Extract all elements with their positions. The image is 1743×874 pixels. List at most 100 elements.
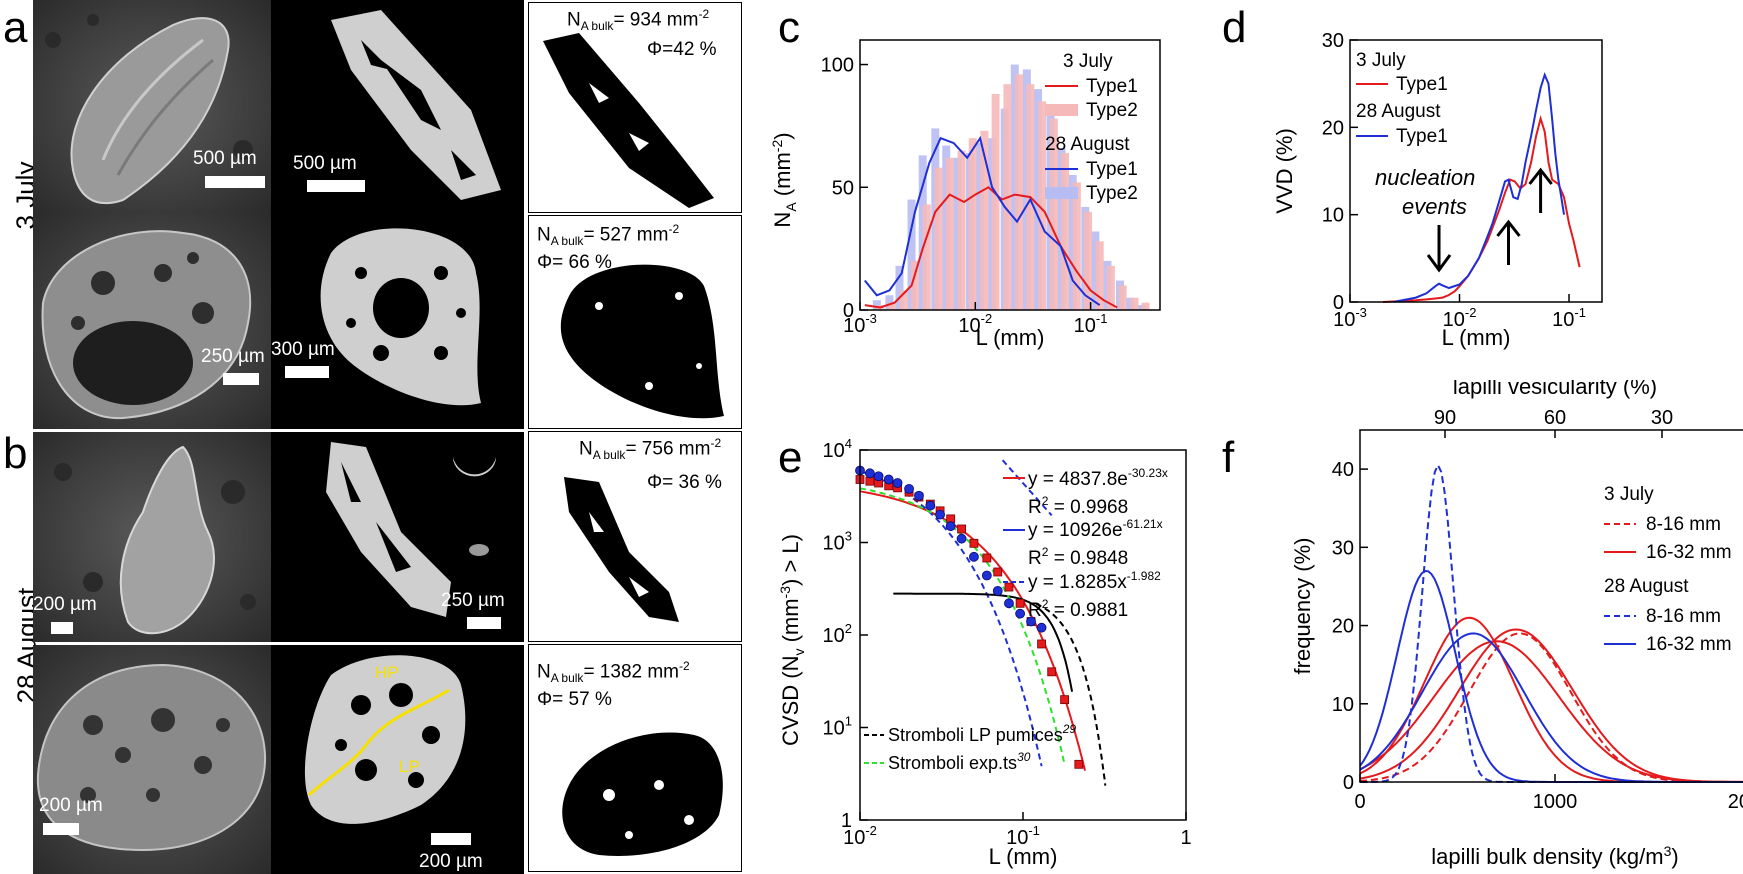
d-x-label: L (mm) (1442, 325, 1511, 350)
chart-d-vvd: 10-3 10-2 10-1 0 10 20 30 L (mm) VVD (%) 3 Jul… (1272, 30, 1603, 350)
e-fit-red-r2: R2 = 0.9968 (1028, 494, 1128, 518)
binary-particle-4 (562, 732, 723, 856)
bse-image-1: 500 µm (271, 0, 524, 213)
c-bar-0-22 (1126, 297, 1135, 310)
bse-image-4: HP LP 200 µm (271, 645, 524, 874)
c-bar-0-17 (1068, 175, 1077, 310)
f-legend-red-dash-label: 8-16 mm (1646, 514, 1721, 535)
e-point-0-18 (1047, 667, 1057, 677)
c-line-0 (864, 186, 1118, 309)
f-ytick-label-0: 0 (1343, 772, 1354, 794)
c-bar-1-6 (945, 157, 954, 310)
e-point-0-19 (1060, 695, 1070, 705)
d-legend-type1-b: Type1 (1396, 126, 1448, 147)
d-line-0 (1382, 114, 1581, 303)
f-legend-red-solid-label: 16-32 mm (1646, 542, 1732, 563)
sem-scale-text-3: 200 µm (33, 594, 97, 615)
e-point-1-6 (914, 490, 924, 501)
c-y-label: NA (mm-2) (769, 132, 799, 227)
f-top-tick-label-2: 30 (1651, 407, 1673, 429)
f-ytick-label-2: 20 (1332, 616, 1354, 638)
e-fit-blue-eq: y = 10926e-61.21x (1028, 517, 1163, 541)
porosity-value-1: Φ=42 % (647, 39, 717, 60)
panel-label-b: b (3, 429, 28, 478)
d-annotation-line2: events (1402, 194, 1467, 219)
e-point-1-14 (1004, 598, 1014, 609)
chart-f-density: 0 1000 2000 0 10 20 30 40 90 60 30 lapilli vesicul… (1290, 380, 1743, 869)
e-point-1-1 (864, 468, 875, 479)
c-bar-0-19 (1091, 231, 1100, 310)
e-point-0-15 (1015, 598, 1025, 608)
f-y-label: frequency (%) (1290, 538, 1315, 675)
sem-scale-text-4: 200 µm (39, 795, 103, 816)
d-arrow-head-0 (1426, 254, 1452, 273)
binary-image-3: NA bulk= 756 mm-2 Φ= 36 % (528, 431, 742, 642)
sem-particle-4 (36, 663, 267, 852)
e-fit-power-r2: R2 = 0.9881 (1028, 597, 1128, 621)
bse-particle-1 (331, 10, 501, 200)
e-point-0-12 (982, 553, 992, 563)
c-legend-28-august: 28 August (1045, 134, 1130, 155)
c-legend-type1-a: Type1 (1086, 76, 1138, 97)
c-bar-0-9 (976, 143, 985, 310)
e-point-0-13 (993, 567, 1003, 577)
sem-image-4: 200 µm (33, 645, 271, 874)
f-legend-3-july: 3 July (1604, 484, 1654, 505)
e-lp-dash-curve (1035, 602, 1107, 786)
c-bar-1-1 (888, 302, 897, 310)
bse-particle-2 (320, 228, 481, 406)
c-bar-1-19 (1095, 241, 1104, 310)
e-point-1-16 (1026, 616, 1036, 627)
f-xtick-label-1: 1000 (1533, 791, 1578, 813)
c-bar-1-12 (1015, 74, 1024, 310)
bse-label-lp: LP (399, 757, 420, 776)
e-fit-red-eq: y = 4837.8e-30.23x (1028, 466, 1168, 490)
c-xtick-label-0: 10-3 (843, 311, 877, 337)
c-legend-type2-a: Type2 (1086, 100, 1138, 121)
d-legend-type1-a: Type1 (1396, 74, 1448, 95)
binary-image-1: NA bulk= 934 mm-2 Φ=42 % (528, 2, 742, 213)
f-top-tick-label-1: 60 (1544, 407, 1566, 429)
porosity-value-2: Φ= 66 % (537, 252, 612, 273)
c-bar-1-14 (1038, 101, 1047, 310)
d-y-label: VVD (%) (1272, 128, 1297, 214)
e-ytick-label-2: 102 (823, 621, 852, 647)
e-point-0-17 (1037, 639, 1046, 649)
c-bar-0-4 (918, 155, 927, 310)
sem-scale-bar-2 (223, 373, 259, 385)
e-point-0-20 (1074, 759, 1084, 769)
c-legend-type2-b: Type2 (1086, 183, 1138, 204)
d-xtick-label-0: 10-3 (1333, 305, 1367, 331)
c-bar-0-7 (953, 157, 962, 310)
bse-scale-bar-3 (467, 617, 501, 629)
e-point-0-1 (865, 476, 875, 486)
bse-scale-text-4: 200 µm (419, 851, 483, 872)
sem-scale-bar-3 (51, 622, 73, 634)
sem-particle-1 (45, 14, 253, 205)
f-ytick-label-1: 10 (1332, 694, 1354, 716)
panel-label-e: e (778, 433, 803, 482)
e-xtick-label-0: 10-2 (843, 823, 877, 849)
bse-scale-text-1: 500 µm (293, 153, 357, 174)
c-bar-0-14 (1034, 89, 1043, 310)
panel-label-f: f (1222, 433, 1235, 482)
na-value-3: NA bulk= 756 mm-2 (579, 436, 722, 463)
c-bar-1-3 (911, 260, 920, 310)
e-ytick-label-4: 104 (823, 436, 852, 462)
c-bar-1-15 (1049, 118, 1058, 310)
chart-c-na-distribution: 10-3 10-2 10-1 0 50 100 L (mm) NA (mm-2) 3 Ju… (769, 39, 1161, 350)
d-arrow-head-1 (1496, 219, 1521, 237)
f-top-tick-label-0: 90 (1434, 407, 1456, 429)
e-point-1-10 (956, 533, 967, 544)
e-fit-power-curve (1001, 459, 1053, 517)
c-bar-1-18 (1084, 211, 1093, 310)
d-plot-frame (1349, 39, 1603, 303)
f-xtick-label-0: 0 (1354, 791, 1365, 813)
binary-particle-3 (564, 477, 679, 622)
e-point-0-14 (1004, 582, 1014, 592)
c-legend-3-july: 3 July (1063, 51, 1113, 72)
e-xtick-label-2: 1 (1180, 827, 1191, 849)
e-point-1-7 (925, 500, 936, 511)
bse-image-3: 250 µm (271, 432, 524, 642)
na-value-4: NA bulk= 1382 mm-2 (537, 659, 690, 686)
